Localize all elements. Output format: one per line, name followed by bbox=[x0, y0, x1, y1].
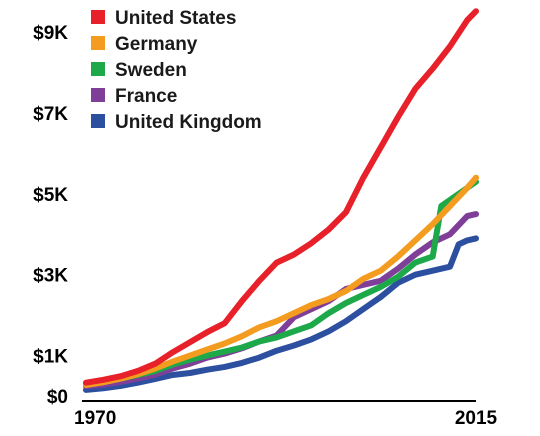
legend-label-united-states: United States bbox=[115, 8, 236, 29]
legend-label-france: France bbox=[115, 86, 177, 107]
y-tick-label: $9K bbox=[33, 23, 68, 44]
x-tick-label: 1970 bbox=[74, 408, 116, 429]
legend-label-united-kingdom: United Kingdom bbox=[115, 112, 262, 133]
legend: United States Germany Sweden France United K… bbox=[91, 8, 262, 133]
x-tick-label: 2015 bbox=[455, 408, 498, 429]
y-tick-label: $7K bbox=[33, 104, 68, 125]
series-line-sweden bbox=[83, 178, 479, 387]
legend-swatch-france bbox=[91, 88, 105, 102]
y-tick-label: $1K bbox=[33, 347, 68, 368]
y-tick-label: $3K bbox=[33, 266, 68, 287]
legend-swatch-united-kingdom bbox=[91, 114, 105, 128]
series-line-france bbox=[83, 211, 479, 390]
y-axis-ticks: $0 $1K $3K $5K $7K $9K bbox=[33, 23, 68, 408]
legend-label-germany: Germany bbox=[115, 34, 198, 55]
legend-swatch-united-states bbox=[91, 10, 105, 24]
x-axis-ticks: 1970 2015 bbox=[74, 408, 498, 429]
legend-label-sweden: Sweden bbox=[115, 60, 187, 81]
series-line-germany bbox=[83, 174, 479, 389]
y-tick-label: $0 bbox=[47, 387, 68, 408]
series-line-united-kingdom bbox=[83, 235, 479, 393]
series-line-united-states bbox=[83, 8, 479, 386]
series-lines bbox=[83, 8, 479, 393]
legend-swatch-sweden bbox=[91, 62, 105, 76]
legend-swatch-germany bbox=[91, 36, 105, 50]
y-tick-label: $5K bbox=[33, 185, 68, 206]
